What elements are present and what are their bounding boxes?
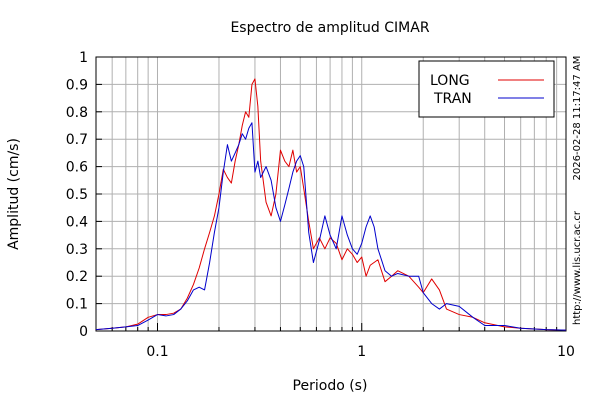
x-tick-label: 1 bbox=[357, 344, 366, 360]
source-url-label: http://www.lis.ucr.ac.cr bbox=[572, 210, 583, 325]
y-tick-label: 0.7 bbox=[66, 132, 88, 148]
legend-box bbox=[418, 60, 555, 118]
x-axis-label: Periodo (s) bbox=[293, 378, 368, 394]
y-tick-label: 0.1 bbox=[66, 297, 88, 313]
x-tick-label: 10 bbox=[557, 344, 575, 360]
y-tick-label: 0.8 bbox=[66, 105, 88, 121]
y-tick-label: 0.6 bbox=[66, 160, 88, 176]
x-tick-label: 0.1 bbox=[146, 344, 168, 360]
axis-ticks: 0 0.1 0.2 0.3 0.4 0.5 0.6 0.7 0.8 0.9 1 0.1 1 10 bbox=[66, 50, 575, 360]
series-layer bbox=[95, 78, 567, 331]
series-line-long bbox=[95, 78, 567, 331]
y-tick-label: 0.5 bbox=[66, 187, 88, 203]
legend-label-tran: TRAN bbox=[433, 91, 472, 107]
y-tick-label: 0.9 bbox=[66, 77, 88, 93]
grid bbox=[96, 57, 566, 331]
legend-label-long: LONG bbox=[430, 73, 470, 89]
timestamp-label: 2026-02-28 11:17:47 AM bbox=[572, 56, 583, 181]
series-line-tran bbox=[95, 122, 567, 331]
y-tick-label: 0.4 bbox=[66, 214, 88, 230]
legend: LONG TRAN bbox=[418, 60, 555, 118]
y-axis-label: Amplitud (cm/s) bbox=[6, 138, 22, 250]
chart-title: Espectro de amplitud CIMAR bbox=[230, 20, 429, 36]
y-tick-label: 0.2 bbox=[66, 269, 88, 285]
y-tick-label: 0 bbox=[79, 324, 88, 340]
y-tick-label: 0.3 bbox=[66, 242, 88, 258]
y-tick-label: 1 bbox=[79, 50, 88, 66]
